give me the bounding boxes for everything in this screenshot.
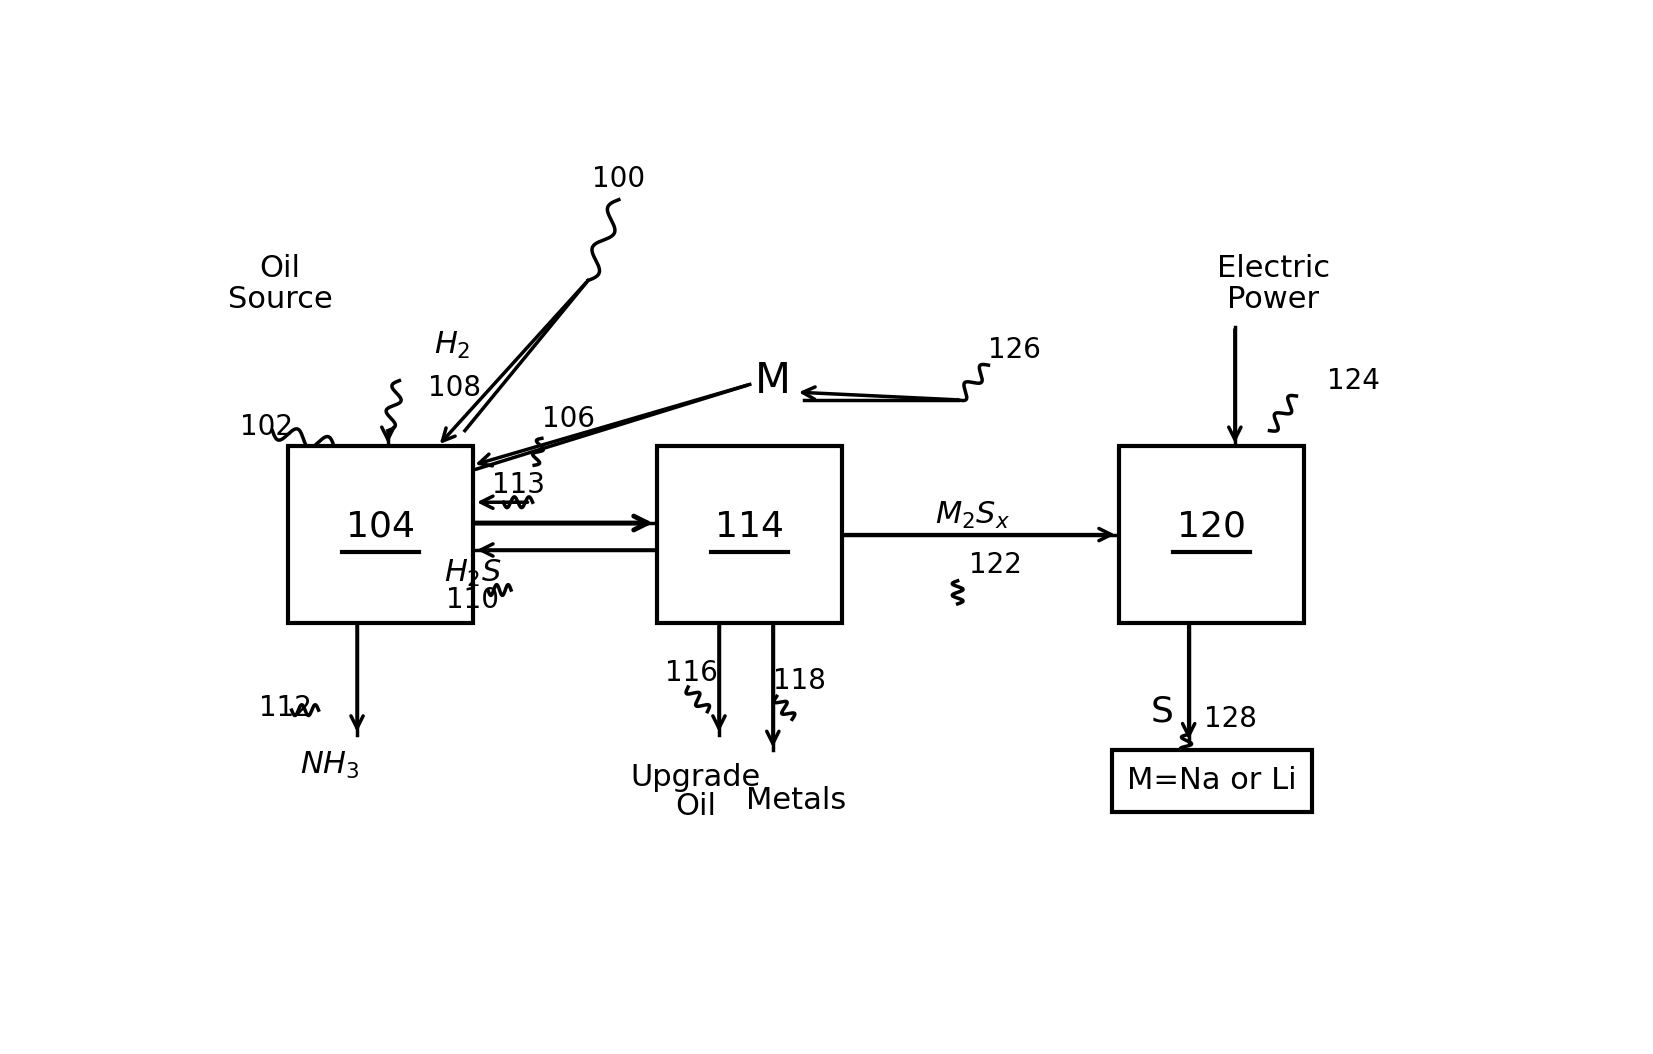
Bar: [288, 446, 473, 623]
Text: 104: 104: [345, 510, 415, 544]
Text: Source: Source: [228, 286, 332, 314]
Text: 102: 102: [240, 413, 293, 441]
Text: 114: 114: [716, 510, 784, 544]
Text: 128: 128: [1203, 705, 1256, 734]
Text: $H_2$: $H_2$: [435, 330, 471, 362]
Text: 100: 100: [592, 164, 645, 193]
Text: Power: Power: [1227, 286, 1319, 314]
Text: 124: 124: [1327, 367, 1380, 394]
Text: M: M: [755, 359, 790, 402]
Text: S: S: [1150, 695, 1174, 728]
Text: 112: 112: [260, 694, 312, 722]
Text: 126: 126: [988, 336, 1041, 364]
Text: 122: 122: [969, 551, 1022, 580]
Text: Oil: Oil: [676, 792, 716, 821]
Text: 108: 108: [428, 374, 481, 403]
Text: $M_2S_x$: $M_2S_x$: [934, 500, 1010, 531]
Bar: [1112, 750, 1312, 812]
Text: 116: 116: [665, 659, 717, 687]
Text: $H_2S$: $H_2S$: [443, 558, 501, 588]
Text: Metals: Metals: [746, 785, 846, 815]
Bar: [658, 446, 841, 623]
Text: $NH_3$: $NH_3$: [301, 750, 360, 781]
Bar: [1119, 446, 1304, 623]
Text: 113: 113: [493, 470, 545, 499]
Text: 110: 110: [446, 586, 499, 614]
Text: Upgrade: Upgrade: [631, 763, 760, 792]
Text: 120: 120: [1177, 510, 1246, 544]
Text: Electric: Electric: [1217, 254, 1331, 284]
Text: 118: 118: [774, 667, 826, 695]
Text: Oil: Oil: [260, 254, 301, 284]
Text: 106: 106: [542, 405, 595, 433]
Text: M=Na or Li: M=Na or Li: [1127, 766, 1296, 796]
